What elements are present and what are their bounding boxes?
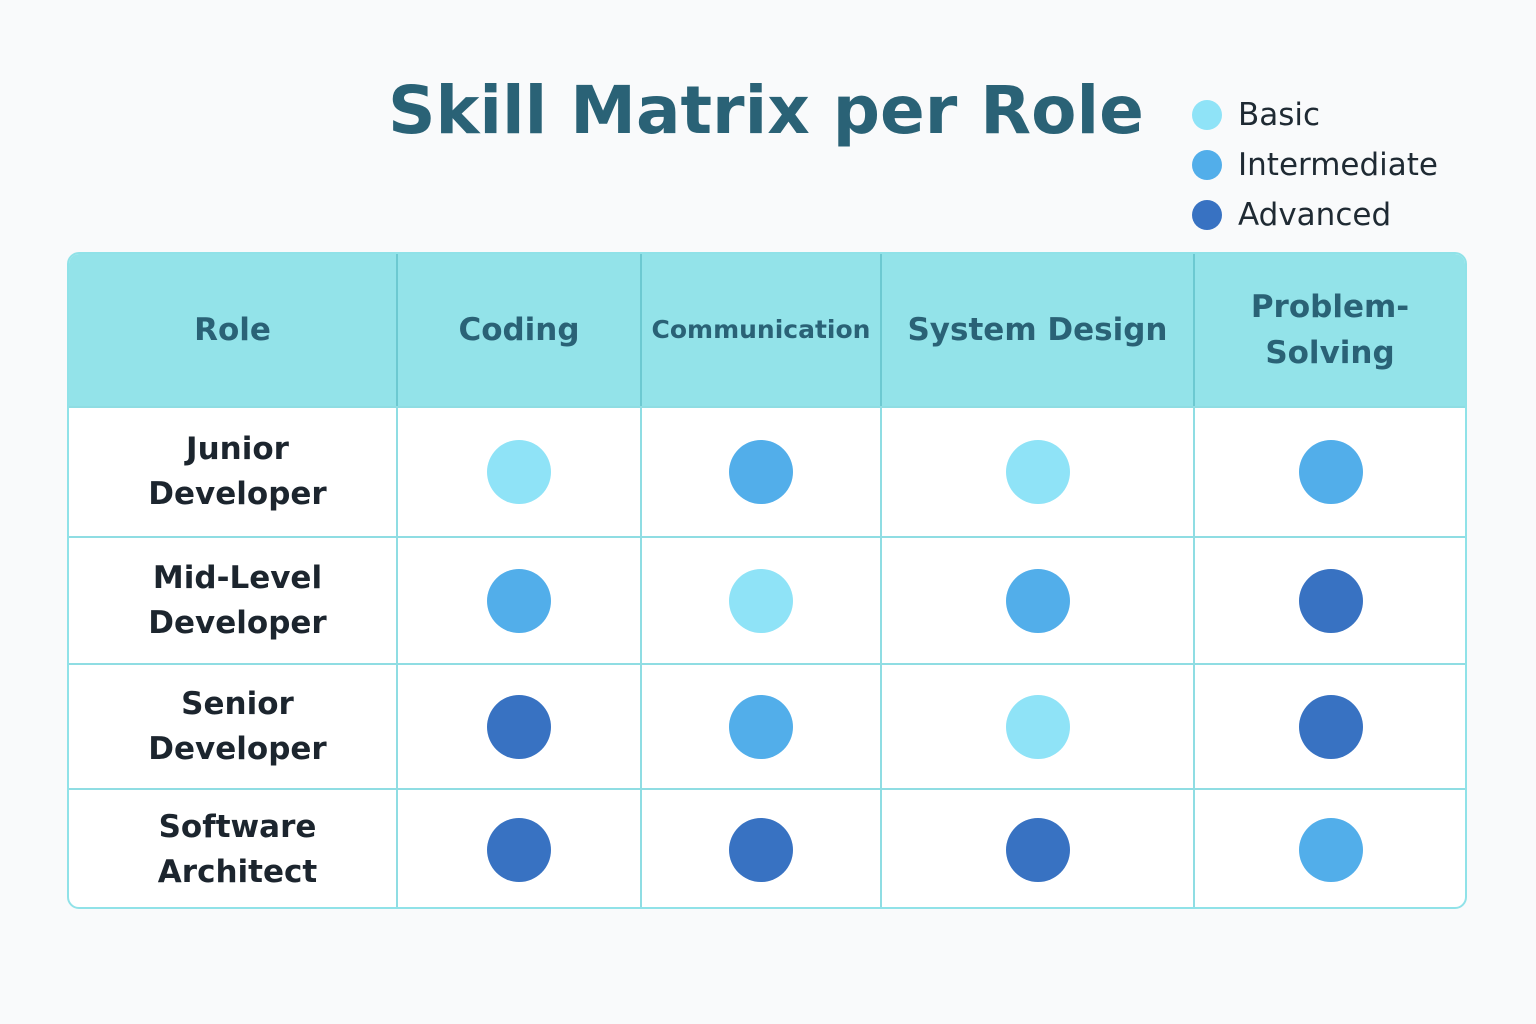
skill-cell	[1195, 788, 1465, 907]
header-role: Role	[69, 254, 398, 406]
legend-item-intermediate: Intermediate	[1192, 140, 1438, 190]
role-label: Junior Developer	[148, 431, 327, 512]
basic-level-dot-icon	[1192, 100, 1222, 130]
legend-item-advanced: Advanced	[1192, 190, 1438, 240]
legend-item-basic: Basic	[1192, 90, 1438, 140]
role-label: Software Architect	[157, 808, 318, 890]
skill-level-dot-icon	[1005, 817, 1070, 882]
header-coding: Coding	[398, 254, 642, 406]
legend-label: Intermediate	[1238, 147, 1439, 183]
legend-label: Advanced	[1238, 197, 1392, 233]
skill-level-dot-icon	[487, 694, 551, 759]
skill-cell	[882, 406, 1195, 536]
skill-cell	[1195, 406, 1465, 536]
skill-cell	[882, 536, 1195, 663]
skill-level-dot-icon	[1005, 694, 1070, 759]
advanced-level-dot-icon	[1192, 200, 1222, 230]
skill-level-dot-icon	[487, 817, 551, 882]
role-label: Mid-Level Developer	[148, 559, 327, 641]
skill-level-dot-icon	[487, 440, 551, 504]
skill-level-dot-icon	[729, 568, 793, 633]
skill-level-dot-icon	[487, 568, 551, 633]
header-communication: Communication	[642, 254, 882, 406]
skill-cell	[1195, 663, 1465, 788]
table-row-role-cell: Senior Developer	[69, 663, 398, 788]
skill-cell	[398, 406, 642, 536]
skill-level-dot-icon	[1005, 568, 1070, 633]
page-title: Skill Matrix per Role	[388, 72, 1144, 149]
skill-cell	[642, 536, 882, 663]
skill-level-dot-icon	[729, 694, 793, 759]
skill-level-dot-icon	[1005, 440, 1070, 504]
skill-level-dot-icon	[1299, 568, 1363, 633]
skill-level-dot-icon	[729, 440, 793, 504]
skill-cell	[642, 406, 882, 536]
skill-matrix-table: Role Coding Communication System Design …	[67, 252, 1467, 909]
role-label: Senior Developer	[148, 685, 327, 767]
legend-label: Basic	[1238, 97, 1321, 133]
skill-level-dot-icon	[729, 817, 793, 882]
intermediate-level-dot-icon	[1192, 150, 1222, 180]
table-row-role-cell: Mid-Level Developer	[69, 536, 398, 663]
skill-cell	[398, 663, 642, 788]
skill-cell	[398, 536, 642, 663]
skill-cell	[642, 663, 882, 788]
skill-level-dot-icon	[1299, 440, 1363, 504]
legend: Basic Intermediate Advanced	[1192, 90, 1438, 240]
skill-cell	[1195, 536, 1465, 663]
skill-cell	[642, 788, 882, 907]
skill-cell	[398, 788, 642, 907]
header-system-design: System Design	[882, 254, 1195, 406]
table-row-role-cell: Junior Developer	[69, 406, 398, 536]
skill-cell	[882, 788, 1195, 907]
skill-cell	[882, 663, 1195, 788]
skill-level-dot-icon	[1299, 694, 1363, 759]
skill-level-dot-icon	[1299, 817, 1363, 882]
table-row-role-cell: Software Architect	[69, 788, 398, 907]
header-problem-solving: Problem- Solving	[1195, 254, 1465, 406]
